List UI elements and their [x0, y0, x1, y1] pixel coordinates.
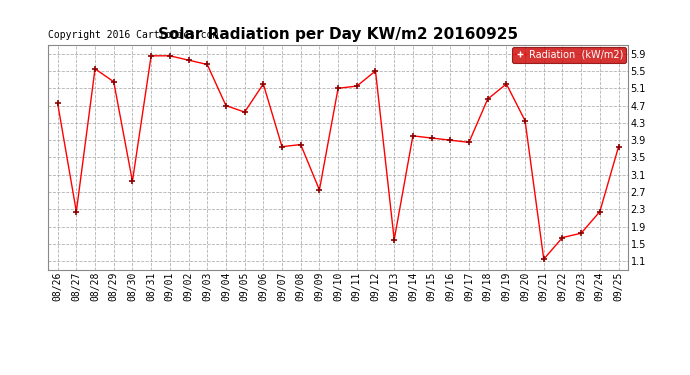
Title: Solar Radiation per Day KW/m2 20160925: Solar Radiation per Day KW/m2 20160925 — [158, 27, 518, 42]
Text: Copyright 2016 Cartronics.com: Copyright 2016 Cartronics.com — [48, 30, 219, 40]
Legend: Radiation  (kW/m2): Radiation (kW/m2) — [512, 47, 626, 63]
